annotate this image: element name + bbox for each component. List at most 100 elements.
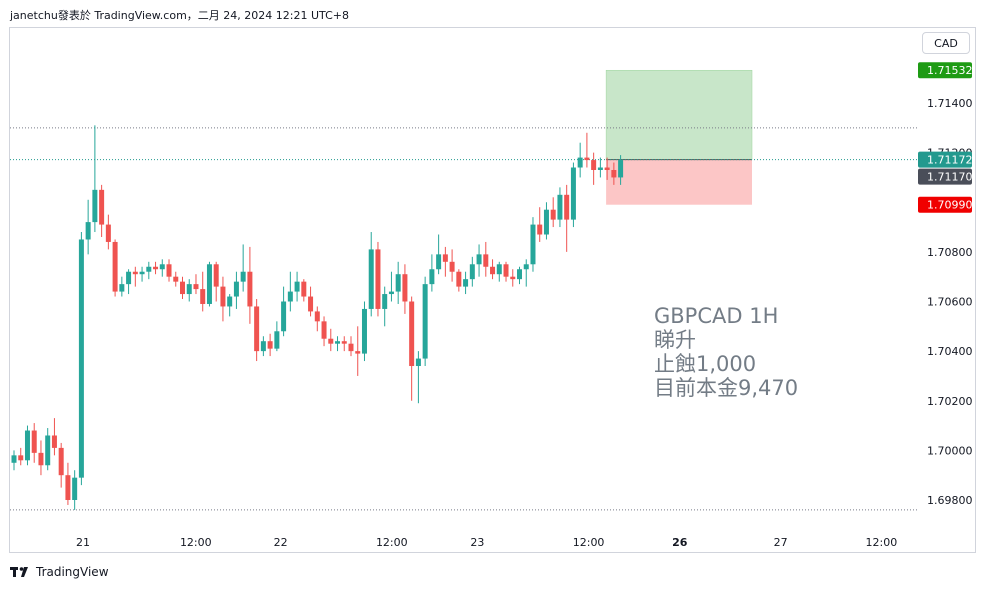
candle-body [267,341,273,349]
position-zones [605,69,753,205]
trade-annotation: GBPCAD 1H 睇升 止蝕1,000 目前本金9,470 [654,304,798,400]
candle-body [254,306,260,352]
x-tick-label: 12:00 [573,536,605,549]
candle-body [496,264,502,275]
price-tag-label: 1.71532 [927,64,973,77]
candle-body [126,271,132,285]
candle-body [510,276,516,280]
candle-body [146,266,152,272]
candle-body [240,271,246,282]
candle-body [38,452,44,466]
candle-body [348,343,354,352]
candle [180,276,185,300]
candle [328,328,334,352]
price-tag-label: 1.71170 [927,171,973,184]
candle [456,269,462,292]
reference-lines [10,127,917,511]
candle-body [436,254,442,270]
y-tick-label: 1.69800 [927,494,973,507]
candle [227,294,233,317]
candle [65,462,71,505]
candle [173,271,179,287]
candle [321,316,327,347]
candle-body [618,160,624,178]
candle [314,306,320,332]
annotation-capital: 目前本金9,470 [654,376,799,400]
candle-body [287,291,293,302]
candle [436,234,442,275]
candle [341,336,347,352]
candle [618,155,624,185]
candle-body [105,224,111,242]
candle-body [92,189,98,223]
tradingview-logo-icon [10,567,28,577]
stop-zone [606,159,752,205]
candle-body [557,194,563,220]
candle [577,142,583,178]
candle-body [51,435,57,448]
candle-body [382,294,388,309]
candle [119,276,125,297]
candle [570,162,576,228]
candle-body [503,264,509,277]
price-tag-last [918,151,972,168]
y-tick-label: 1.70200 [927,395,973,408]
candle [18,447,24,466]
candle-body [597,167,603,170]
candle-series [11,125,624,510]
candle-body [463,279,469,287]
candle [550,197,556,228]
candle-body [227,296,233,307]
candle [409,296,415,401]
candle [388,271,394,302]
candle [267,333,273,357]
candle [206,261,212,307]
candle [213,261,219,302]
candle [281,286,287,337]
candle [517,266,522,285]
currency-button[interactable]: CAD [922,32,970,54]
candle-body [18,455,24,461]
candle-body [321,321,327,339]
candle-body [153,266,159,270]
y-tick-label: 1.71400 [927,97,973,110]
candle-body [78,239,84,478]
candle-body [132,271,138,275]
x-tick-label: 23 [470,536,484,549]
candle [395,261,401,304]
candle-body [604,167,610,170]
candle [361,301,367,362]
candle [449,249,455,282]
price-axis: 1.714001.712001.708001.706001.704001.702… [927,97,973,507]
candle [382,286,388,327]
candle-body [456,271,462,287]
candle [38,440,44,476]
annotation-symbol: GBPCAD 1H [654,304,779,328]
candle [597,157,603,178]
candle [496,261,502,282]
tradingview-logo[interactable]: TradingView [10,565,109,579]
candle [429,254,435,292]
candle [105,214,111,250]
candle [260,336,266,357]
candle [31,423,37,463]
candle [51,418,57,456]
candle-body [65,475,71,500]
candle [294,271,300,302]
candle-body [449,261,455,272]
candle [476,244,482,277]
price-tag-stop [918,196,972,213]
price-tag-label: 1.71172 [927,154,973,167]
candle-body [537,224,543,235]
candle-body [233,281,239,297]
candle-body [355,351,361,354]
price-tag-current [918,168,972,185]
candle-body [58,447,64,476]
candle-body [591,160,597,170]
candle [233,271,239,309]
candle [503,261,509,282]
candle [72,470,78,510]
candle [591,152,597,185]
candle-body [200,289,206,304]
